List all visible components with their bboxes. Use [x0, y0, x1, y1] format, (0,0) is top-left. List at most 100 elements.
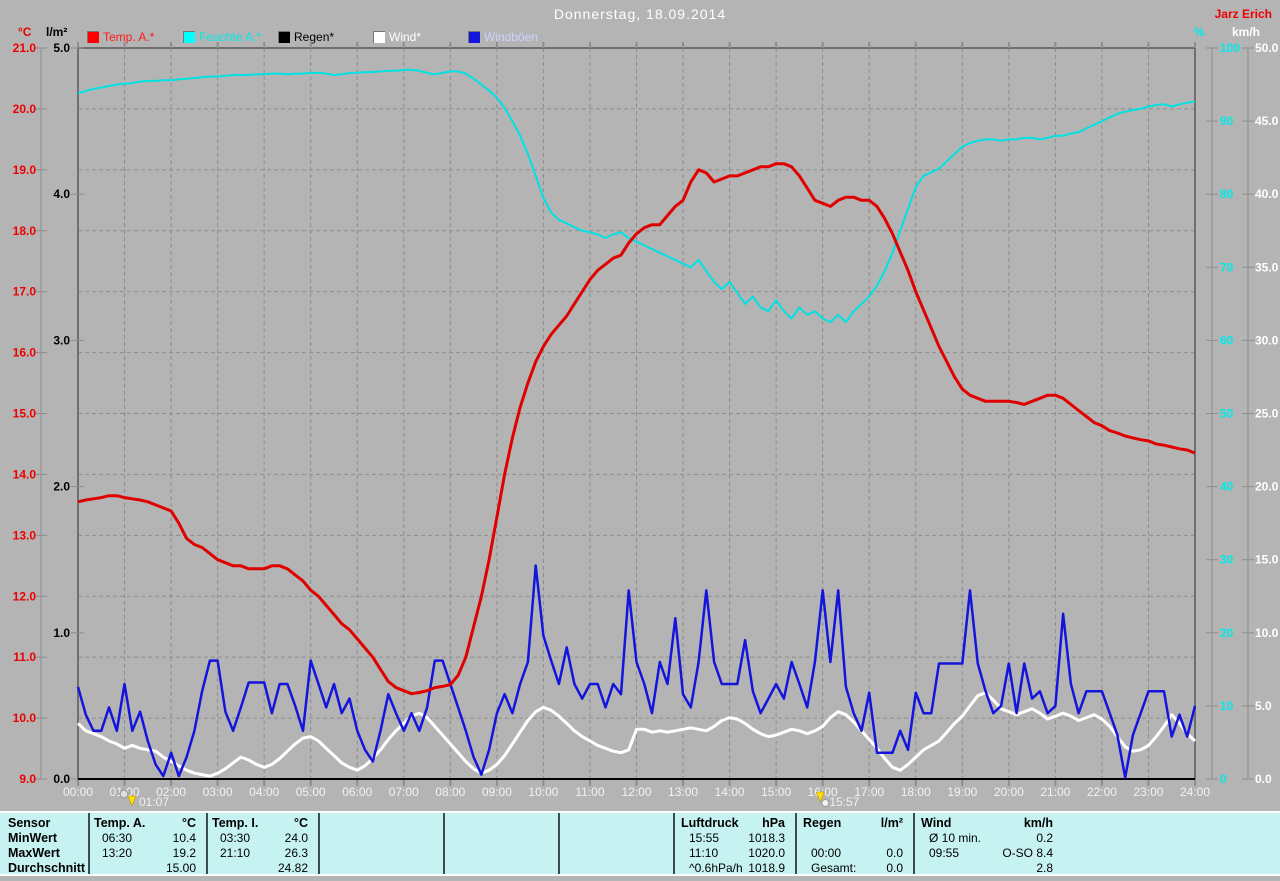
table-cell-value: 24.0 [284, 831, 308, 845]
table-cell-time: 03:30 [220, 831, 251, 845]
legend-label: Temp. A.* [103, 30, 155, 44]
series-tempa [77, 162, 1196, 696]
table-col-header: Luftdruck [681, 816, 739, 830]
table-top-separator [0, 811, 1280, 813]
wind-axis-unit: km/h [1232, 25, 1261, 39]
time-axis-label: 10:00 [528, 785, 558, 799]
humidity-axis-tick-label: 80 [1220, 187, 1234, 201]
table-cell-time: 21:10 [220, 846, 251, 860]
table-cell-value: 1018.9 [748, 861, 785, 875]
table-col-header: Temp. I. [212, 816, 259, 830]
humidity-axis-tick-label: 20 [1220, 626, 1234, 640]
chart-legend: Temp. A.* Feuchte A.* Regen* Wind* Windböen [0, 30, 1280, 44]
rain-axis-tick-label: 3.0 [53, 333, 70, 347]
series-windböen [76, 564, 1197, 779]
time-axis-label: 05:00 [296, 785, 326, 799]
table-column-divider [318, 813, 320, 874]
rain-axis-tick-label: 4.0 [53, 187, 70, 201]
time-axis-label: 04:00 [249, 785, 279, 799]
table-cell-time: Gesamt: [811, 861, 857, 875]
moonset-marker [815, 791, 830, 807]
table-cell-value: 15.00 [165, 861, 196, 875]
time-axis-label: 20:00 [994, 785, 1024, 799]
time-axis-label: 19:00 [947, 785, 977, 799]
temp-axis-tick-label: 18.0 [13, 224, 37, 238]
rain-axis-tick-label: 2.0 [53, 480, 70, 494]
rain-axis-tick-label: 0.0 [53, 772, 70, 786]
table-cell-value: 26.3 [284, 846, 308, 860]
humidity-axis-tick-label: 10 [1220, 699, 1234, 713]
moonrise-time-label: 01:07 [139, 795, 169, 809]
wind-axis-tick-label: 10.0 [1255, 626, 1279, 640]
table-cell-time: 09:55 [929, 846, 960, 860]
time-axis-label: 21:00 [1040, 785, 1070, 799]
time-axis-label: 00:00 [63, 785, 93, 799]
wind-axis-tick-label: 25.0 [1255, 407, 1279, 421]
table-column-divider [558, 813, 560, 874]
wind-axis-tick-label: 45.0 [1255, 114, 1279, 128]
legend-swatch-icon [183, 31, 195, 43]
wind-axis-tick-label: 35.0 [1255, 260, 1279, 274]
table-col-unit: l/m² [880, 816, 903, 830]
humidity-axis-tick-label: 90 [1220, 114, 1234, 128]
temp-axis-tick-label: 9.0 [19, 772, 36, 786]
table-col-unit: hPa [762, 816, 785, 830]
table-cell-time: 11:10 [689, 846, 719, 860]
time-axis-label: 08:00 [435, 785, 465, 799]
weather-chart: 21.0 20.0 19.0 18.0 17.0 16.0 15.0 14.0 13.0 12.0… [13, 41, 1279, 809]
legend-label: Windböen [484, 30, 539, 44]
temp-axis-tick-label: 11.0 [13, 650, 36, 664]
page-title: Donnerstag, 18.09.2014 [553, 6, 727, 22]
table-row-label: Durchschnitt [8, 861, 86, 875]
wind-axis-tick-label: 15.0 [1255, 553, 1279, 567]
humidity-axis-tick-label: 70 [1220, 260, 1234, 274]
wind-axis-tick-label: 50.0 [1255, 41, 1279, 55]
humidity-axis-tick-label: 40 [1220, 480, 1234, 494]
time-axis-label: 23:00 [1133, 785, 1163, 799]
time-axis-label: 18:00 [901, 785, 931, 799]
table-cell-value: 10.4 [172, 831, 196, 845]
table-cell-value: O-SO 8.4 [1002, 846, 1053, 860]
time-axis-label: 07:00 [389, 785, 419, 799]
moonrise-marker [119, 789, 137, 807]
table-column-divider [443, 813, 445, 874]
time-axis-label: 13:00 [668, 785, 698, 799]
wind-axis-tick-label: 30.0 [1255, 333, 1279, 347]
legend-swatch-icon [468, 31, 480, 43]
table-row-label: Sensor [8, 816, 51, 830]
table-bottom-separator [0, 874, 1280, 876]
wind-axis-tick-label: 5.0 [1255, 699, 1272, 713]
table-cell-value: 0.0 [886, 861, 903, 875]
time-axis-label: 17:00 [854, 785, 884, 799]
wind-axis-tick-label: 0.0 [1255, 772, 1272, 786]
temp-axis-tick-label: 15.0 [13, 407, 37, 421]
table-cell-value: 0.0 [886, 846, 903, 860]
table-col-unit: km/h [1023, 816, 1053, 830]
series-feuchtea [77, 68, 1196, 324]
humidity-axis-tick-label: 50 [1220, 407, 1234, 421]
humidity-axis-tick-label: 100 [1220, 41, 1240, 55]
table-cell-value: 1018.3 [748, 831, 785, 845]
time-axis-label: 22:00 [1087, 785, 1117, 799]
time-axis-label: 15:00 [761, 785, 791, 799]
series-wind [76, 691, 1197, 778]
humidity-axis-tick-label: 0 [1220, 772, 1227, 786]
table-col-unit: °C [181, 816, 196, 830]
time-axis-label: 24:00 [1180, 785, 1210, 799]
table-col-header: Temp. A. [94, 816, 146, 830]
table-cell-time: 00:00 [811, 846, 842, 860]
time-axis-label: 12:00 [621, 785, 651, 799]
humidity-axis-tick-label: 30 [1220, 553, 1234, 567]
humidity-axis-tick-label: 60 [1220, 333, 1234, 347]
legend-label: Regen* [294, 30, 335, 44]
temp-axis-tick-label: 21.0 [13, 41, 37, 55]
legend-swatch-icon [373, 31, 385, 43]
time-axis-label: 06:00 [342, 785, 372, 799]
legend-label: Feuchte A.* [199, 30, 262, 44]
temp-axis-tick-label: 16.0 [13, 346, 37, 360]
humidity-axis-unit: % [1194, 25, 1205, 39]
rain-axis-tick-label: 1.0 [53, 626, 70, 640]
table-cell-value: 24.82 [277, 861, 308, 875]
table-column-divider [673, 813, 675, 874]
